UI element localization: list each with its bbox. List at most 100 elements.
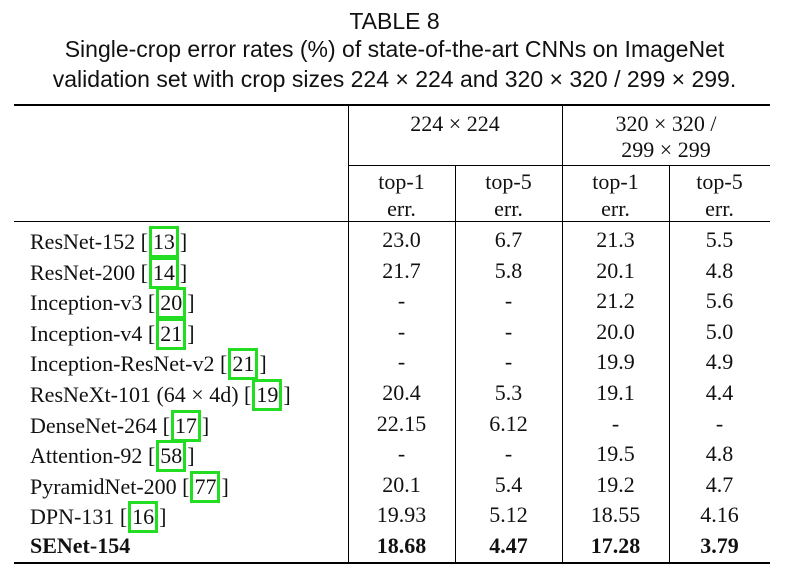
row-6-value-col-2: 5.3 [494, 380, 523, 405]
row-11-model-name: SENet-154 [30, 532, 130, 559]
model-name-text: PyramidNet-200 [30, 474, 183, 499]
row-3-value-col-3: 21.2 [596, 288, 635, 313]
table-label: TABLE 8 [349, 8, 440, 34]
row-11-value-col-2: 4.47 [489, 533, 528, 558]
row-7-model-name: DenseNet-264 [17] [30, 410, 209, 442]
ref-close-bracket: ] [179, 229, 188, 254]
row-11-value-col-1: 18.68 [376, 533, 427, 558]
row-4-model-name: Inception-v4 [21] [30, 318, 195, 350]
row-6-value-col-3: 19.1 [596, 380, 635, 405]
row-5-value-col-1: - [397, 349, 406, 374]
subheader-col-2-line1: top-5 [485, 169, 532, 194]
model-name-text: ResNet-152 [30, 229, 141, 254]
column-divider-group [562, 106, 563, 562]
ref-open-bracket: [ [162, 413, 170, 438]
row-6-value-col-4: 4.4 [705, 380, 734, 405]
row-10-value-col-4: 4.16 [700, 502, 739, 527]
ref-close-bracket: ] [221, 474, 229, 499]
table-caption-line-1: Single-crop error rates (%) of state-of-… [64, 36, 725, 62]
row-8-value-col-2: - [504, 441, 513, 466]
ref-close-bracket: ] [201, 413, 210, 438]
ref-close-bracket: ] [179, 260, 188, 285]
row-2-model-name: ResNet-200 [14] [30, 257, 187, 289]
citation-link[interactable]: 13 [148, 226, 179, 258]
subheader-col-3-line2: err. [601, 196, 630, 221]
row-3-model-name: Inception-v3 [20] [30, 287, 195, 319]
ref-open-bracket: [ [182, 474, 190, 499]
model-name-text: Attention-92 [30, 443, 148, 468]
row-4-value-col-3: 20.0 [596, 319, 635, 344]
ref-open-bracket: [ [147, 290, 156, 315]
row-1-value-col-2: 6.7 [494, 227, 523, 252]
row-3-value-col-2: - [504, 288, 513, 313]
row-9-value-col-1: 20.1 [382, 472, 421, 497]
ref-close-bracket: ] [159, 504, 167, 529]
row-8-value-col-1: - [397, 441, 406, 466]
ref-open-bracket: [ [220, 351, 228, 376]
ref-close-bracket: ] [187, 321, 195, 346]
table-caption-line-2: validation set with crop sizes 224 × 224… [52, 66, 737, 92]
citation-link[interactable]: 21 [228, 348, 259, 380]
citation-link[interactable]: 16 [128, 501, 159, 533]
ref-open-bracket: [ [140, 229, 148, 254]
header-group-320-line-2: 299 × 299 [621, 137, 711, 162]
ref-open-bracket: [ [147, 321, 156, 346]
ref-close-bracket: ] [259, 351, 267, 376]
citation-link[interactable]: 21 [156, 318, 187, 350]
citation-link[interactable]: 19 [252, 379, 283, 411]
row-10-value-col-2: 5.12 [489, 502, 528, 527]
model-name-text: Inception-v4 [30, 321, 148, 346]
header-group-224: 224 × 224 [410, 111, 500, 136]
citation-link[interactable]: 14 [148, 257, 179, 289]
top-rule [14, 104, 770, 106]
row-10-model-name: DPN-131 [16] [30, 501, 167, 533]
model-name-text: DenseNet-264 [30, 413, 163, 438]
column-divider-name [348, 106, 349, 562]
column-divider-320-sub [669, 166, 670, 562]
header-mid-rule [348, 165, 770, 166]
row-5-model-name: Inception-ResNet-v2 [21] [30, 348, 267, 380]
row-9-value-col-3: 19.2 [596, 472, 635, 497]
header-group-320-line-1: 320 × 320 / [615, 111, 717, 136]
subheader-col-3-line1: top-1 [592, 169, 639, 194]
row-1-value-col-4: 5.5 [705, 227, 734, 252]
row-5-value-col-2: - [504, 349, 513, 374]
row-10-value-col-1: 19.93 [376, 502, 427, 527]
ref-close-bracket: ] [187, 443, 195, 468]
ref-open-bracket: [ [147, 443, 156, 468]
row-2-value-col-2: 5.8 [494, 258, 523, 283]
model-name-text: Inception-v3 [30, 290, 148, 315]
ref-open-bracket: [ [119, 504, 128, 529]
model-name-text: DPN-131 [30, 504, 120, 529]
row-7-value-col-1: 22.15 [376, 411, 427, 436]
citation-link[interactable]: 58 [156, 440, 187, 472]
row-2-value-col-4: 4.8 [705, 258, 734, 283]
column-divider-224-sub [455, 166, 456, 562]
row-1-model-name: ResNet-152 [13] [30, 226, 187, 258]
row-11-value-col-3: 17.28 [590, 533, 641, 558]
row-7-value-col-3: - [611, 411, 620, 436]
row-8-value-col-3: 19.5 [596, 441, 635, 466]
row-3-value-col-4: 5.6 [705, 288, 734, 313]
row-10-value-col-3: 18.55 [590, 502, 641, 527]
model-name-text: ResNeXt-101 (64 × 4d) [30, 382, 245, 407]
row-3-value-col-1: - [397, 288, 406, 313]
row-5-value-col-3: 19.9 [596, 349, 635, 374]
row-9-value-col-2: 5.4 [494, 472, 523, 497]
results-table: 224 × 224 320 × 320 / 299 × 299 top-1 err… [14, 104, 770, 564]
bottom-rule [14, 562, 770, 564]
row-5-value-col-4: 4.9 [705, 349, 734, 374]
citation-link[interactable]: 20 [156, 287, 187, 319]
row-2-value-col-3: 20.1 [596, 258, 635, 283]
row-9-value-col-4: 4.7 [705, 472, 734, 497]
row-6-value-col-1: 20.4 [382, 380, 421, 405]
row-9-model-name: PyramidNet-200 [77] [30, 471, 229, 503]
row-6-model-name: ResNeXt-101 (64 × 4d) [19] [30, 379, 291, 411]
row-8-value-col-4: 4.8 [705, 441, 734, 466]
subheader-col-4-line1: top-5 [696, 169, 743, 194]
row-2-value-col-1: 21.7 [382, 258, 421, 283]
citation-link[interactable]: 17 [170, 410, 201, 442]
citation-link[interactable]: 77 [190, 471, 221, 503]
row-7-value-col-2: 6.12 [489, 411, 528, 436]
subheader-col-2-line2: err. [494, 196, 523, 221]
